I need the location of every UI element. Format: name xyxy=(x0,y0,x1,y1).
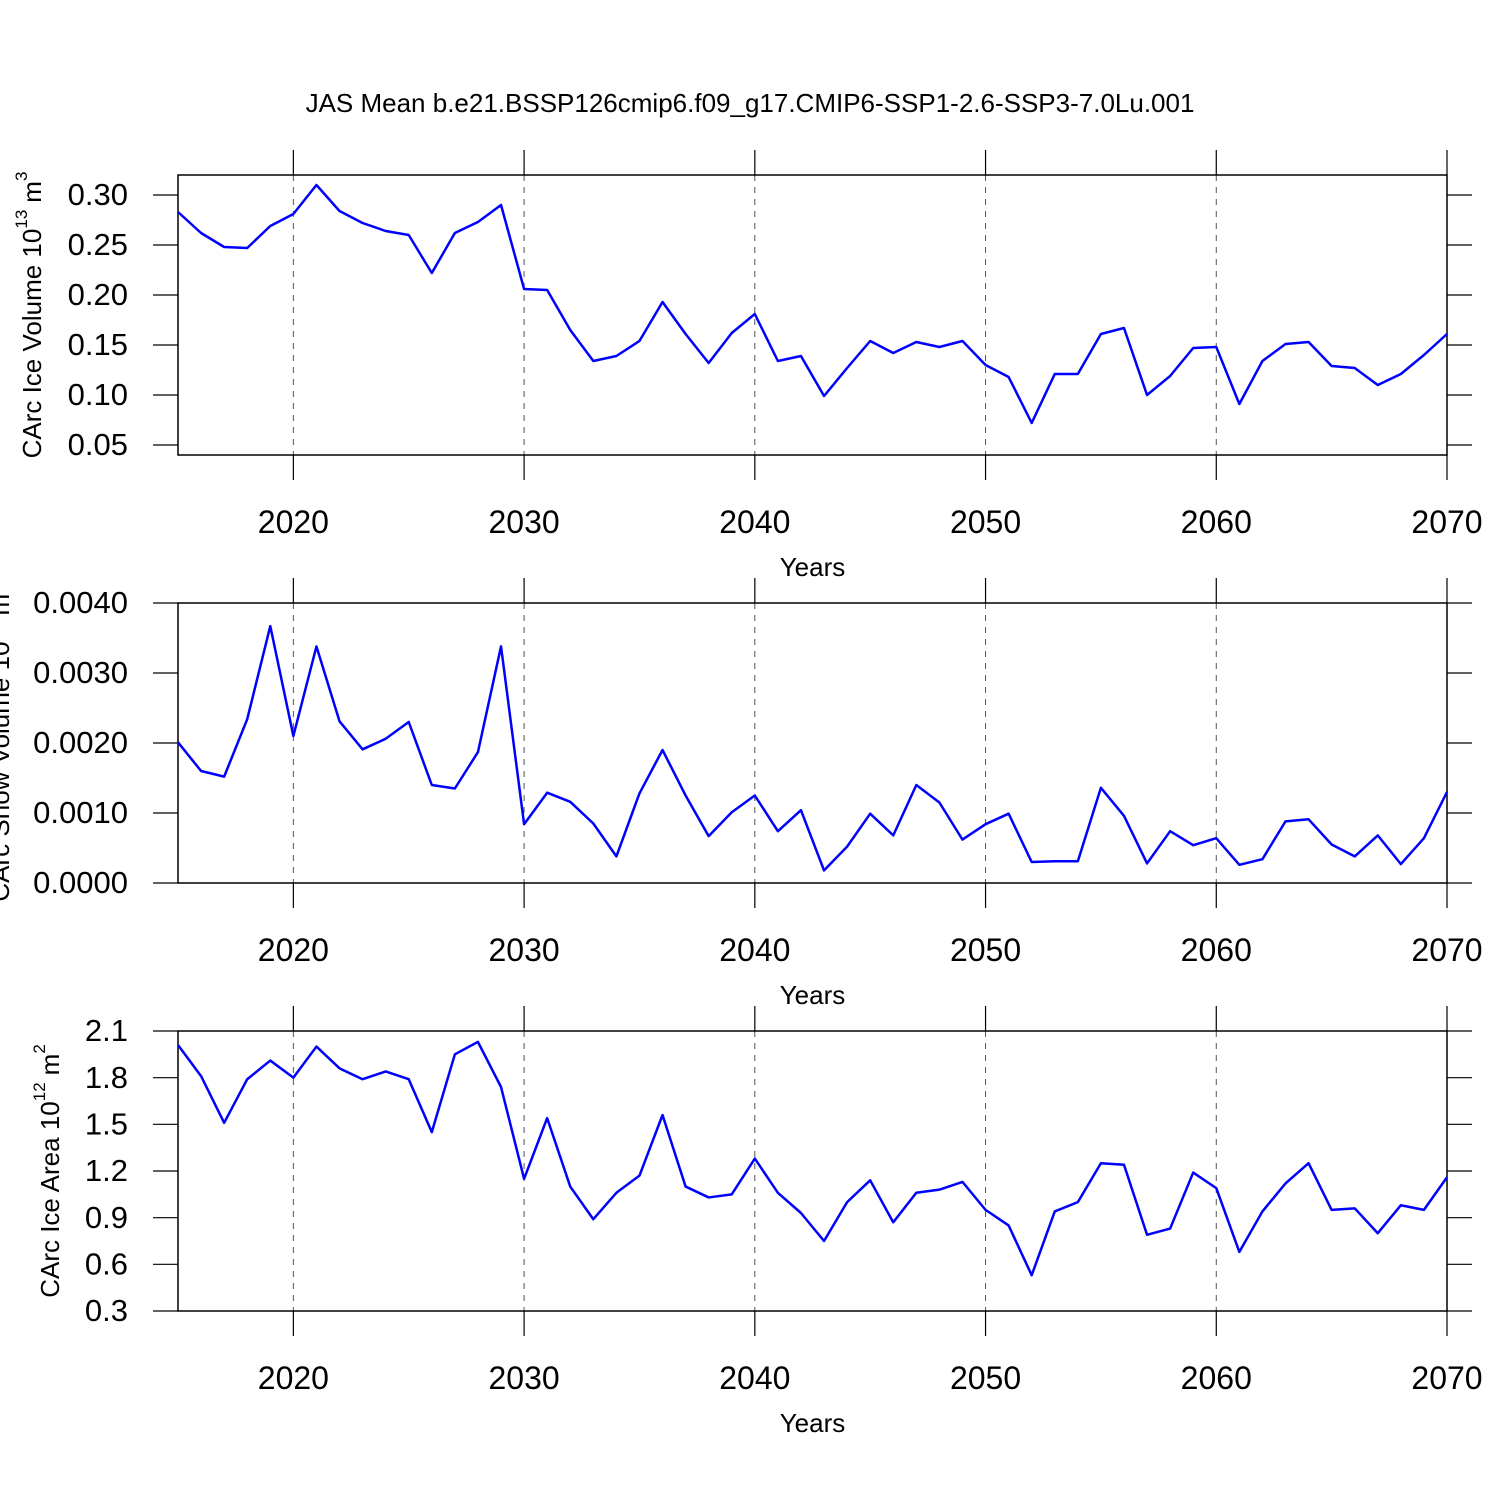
y-tick-label: 0.30 xyxy=(68,177,128,212)
y-axis-title: CArc Snow Volume 1013m3 xyxy=(0,584,15,901)
x-tick-label: 2070 xyxy=(1411,504,1482,540)
panel: 2020 2030 2040 2050 2060 2070 0.0000 0.0010 0.00… xyxy=(0,578,1483,1010)
x-tick-label: 2050 xyxy=(950,932,1021,968)
y-axis-title-part: CArc Ice Volume 10 xyxy=(17,229,47,459)
y-tick-label: 0.05 xyxy=(68,427,128,462)
panel: 2020 2030 2040 2050 2060 2070 0.05 0.10 0.15 0.20… xyxy=(12,150,1483,582)
y-axis-title-part: 13 xyxy=(12,210,31,229)
y-tick-label: 0.20 xyxy=(68,277,128,312)
y-tick-label: 2.1 xyxy=(85,1013,128,1048)
x-tick-label: 2070 xyxy=(1411,1360,1482,1396)
y-tick-label: 0.6 xyxy=(85,1247,128,1282)
y-tick-label: 0.3 xyxy=(85,1293,128,1328)
x-tick-label: 2030 xyxy=(488,504,559,540)
y-axis-title: CArc Ice Volume 1013 m3 xyxy=(12,172,46,459)
plot-frame xyxy=(177,174,1448,456)
x-tick-label: 2030 xyxy=(488,932,559,968)
y-axis-title: CArc Ice Area 1012 m2 xyxy=(30,1044,64,1298)
data-line xyxy=(177,624,1449,872)
plot-frame xyxy=(177,1030,1448,1312)
y-tick-label: 1.2 xyxy=(85,1153,128,1188)
panel: 2020 2030 2040 2050 2060 2070 0.3 0.6 0.9 1.2 1.5 1… xyxy=(30,1006,1483,1438)
x-tick-label: 2060 xyxy=(1181,504,1252,540)
x-tick-label: 2050 xyxy=(950,1360,1021,1396)
y-tick-label: 0.0010 xyxy=(33,795,128,830)
x-tick-label: 2020 xyxy=(258,1360,329,1396)
y-axis-title-part: m xyxy=(0,594,15,616)
y-tick-label: 0.10 xyxy=(68,377,128,412)
y-tick-label: 0.0030 xyxy=(33,655,128,690)
x-axis-title: Years xyxy=(780,980,846,1010)
y-tick-label: 0.0040 xyxy=(33,585,128,620)
x-tick-label: 2040 xyxy=(719,1360,790,1396)
x-tick-label: 2040 xyxy=(719,932,790,968)
data-line xyxy=(176,1040,1449,1277)
data-line xyxy=(177,183,1448,425)
x-axis-title: Years xyxy=(780,1408,846,1438)
x-tick-label: 2020 xyxy=(258,932,329,968)
x-tick-label: 2060 xyxy=(1181,1360,1252,1396)
y-tick-label: 0.15 xyxy=(68,327,128,362)
y-axis-title-part: m xyxy=(17,181,47,203)
y-tick-label: 1.8 xyxy=(85,1060,128,1095)
x-tick-label: 2050 xyxy=(950,504,1021,540)
x-axis-title: Years xyxy=(780,552,846,582)
x-tick-label: 2040 xyxy=(719,504,790,540)
y-axis-title-part: 3 xyxy=(12,172,31,181)
y-tick-label: 0.0020 xyxy=(33,725,128,760)
y-tick-label: 1.5 xyxy=(85,1107,128,1142)
y-tick-label: 0.25 xyxy=(68,227,128,262)
x-tick-label: 2020 xyxy=(258,504,329,540)
x-tick-label: 2060 xyxy=(1181,932,1252,968)
y-tick-label: 0.9 xyxy=(85,1200,128,1235)
y-axis-title-part: m xyxy=(35,1054,65,1076)
x-tick-label: 2070 xyxy=(1411,932,1482,968)
chart-title: JAS Mean b.e21.BSSP126cmip6.f09_g17.CMIP… xyxy=(306,88,1195,118)
y-axis-title-part: 2 xyxy=(30,1044,49,1053)
y-axis-title-part: CArc Snow Volume 10 xyxy=(0,641,15,901)
y-axis-title-part: CArc Ice Area 10 xyxy=(35,1101,65,1298)
x-tick-label: 2030 xyxy=(488,1360,559,1396)
y-axis-title-part: 12 xyxy=(30,1082,49,1101)
y-tick-label: 0.0000 xyxy=(33,865,128,900)
